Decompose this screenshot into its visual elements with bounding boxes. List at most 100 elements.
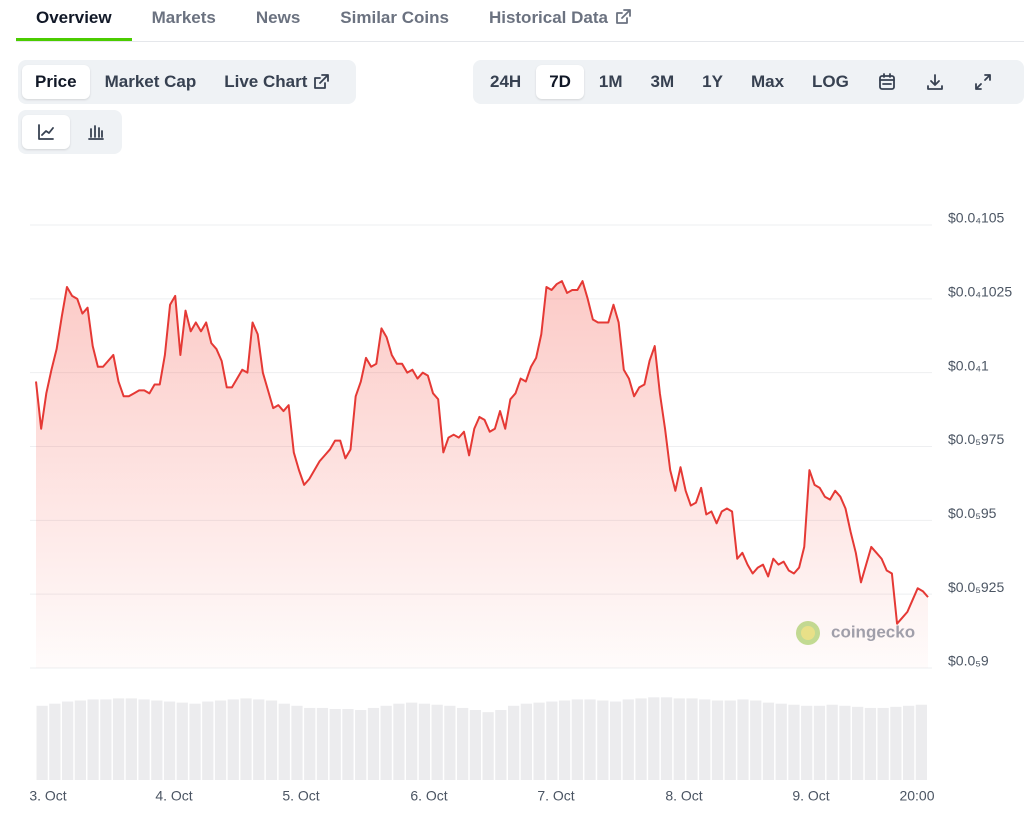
volume-bar bbox=[214, 700, 227, 780]
external-icon bbox=[616, 9, 631, 24]
volume-bar bbox=[877, 707, 889, 780]
volume-bar bbox=[915, 704, 927, 780]
volume-bar bbox=[380, 705, 392, 780]
y-tick-label: $0.0₅95 bbox=[948, 505, 997, 521]
range-button[interactable]: 24H bbox=[490, 72, 522, 91]
chart-tab[interactable]: Live Chart bbox=[211, 65, 343, 99]
volume-bar bbox=[699, 699, 711, 780]
volume-bar bbox=[890, 706, 902, 780]
volume-bar bbox=[724, 700, 736, 780]
volume-bar bbox=[533, 702, 545, 780]
x-tick-label: 4. Oct bbox=[155, 788, 192, 804]
calendar-button[interactable] bbox=[864, 65, 910, 99]
expand-button[interactable] bbox=[960, 65, 1006, 99]
volume-bar bbox=[558, 700, 571, 780]
volume-bar bbox=[839, 705, 851, 780]
volume-bar bbox=[342, 708, 354, 780]
volume-bar bbox=[660, 697, 673, 780]
volume-bar bbox=[673, 698, 685, 780]
download-icon bbox=[926, 74, 943, 90]
chart-style-group bbox=[18, 110, 122, 154]
volume-bar bbox=[74, 700, 86, 780]
range-button[interactable]: 1Y bbox=[702, 72, 723, 91]
volume-bar bbox=[227, 699, 239, 780]
volume-bar bbox=[546, 701, 558, 780]
volume-bar bbox=[316, 707, 329, 780]
volume-bar bbox=[393, 703, 405, 780]
y-tick-label: $0.0₄105 bbox=[948, 210, 1005, 226]
volume-bar bbox=[61, 701, 74, 780]
volume-bar bbox=[597, 700, 609, 780]
candle-style-button[interactable] bbox=[72, 115, 120, 149]
volume-bar bbox=[622, 699, 634, 780]
chart-tab[interactable]: Price bbox=[22, 65, 90, 99]
volume-bar bbox=[711, 700, 724, 780]
y-tick-label: $0.0₅925 bbox=[948, 579, 1004, 595]
volume-bar bbox=[406, 702, 418, 780]
volume-bar bbox=[138, 699, 150, 780]
volume-bar bbox=[253, 699, 265, 780]
chart-tab[interactable]: Market Cap bbox=[104, 72, 197, 91]
range-button[interactable]: 3M bbox=[650, 72, 675, 91]
tab[interactable]: News bbox=[255, 8, 301, 27]
x-tick-label: 5. Oct bbox=[282, 788, 319, 804]
volume-bar bbox=[686, 698, 698, 780]
volume-bar bbox=[418, 703, 431, 780]
range-button[interactable]: 1M bbox=[598, 72, 623, 91]
calendar-icon bbox=[878, 73, 895, 90]
volume-bar bbox=[444, 705, 456, 780]
tab[interactable]: Markets bbox=[151, 8, 216, 27]
x-tick-label: 3. Oct bbox=[29, 788, 66, 804]
logo bbox=[796, 621, 820, 645]
volume-bar bbox=[367, 707, 380, 780]
volume-bar bbox=[864, 707, 877, 780]
volume-bar bbox=[801, 705, 813, 780]
range-button[interactable]: LOG bbox=[812, 72, 849, 91]
volume-bar bbox=[49, 703, 61, 780]
volume-bar bbox=[635, 698, 647, 780]
range-button[interactable]: Max bbox=[750, 72, 785, 91]
volume-bar bbox=[571, 699, 583, 780]
line-icon bbox=[38, 124, 54, 140]
volume bbox=[36, 697, 927, 780]
volume-bar bbox=[737, 699, 749, 780]
volume-bar bbox=[240, 698, 252, 780]
volume-bar bbox=[520, 703, 532, 780]
volume-bar bbox=[584, 699, 596, 780]
download-button[interactable] bbox=[912, 65, 958, 99]
volume-bar bbox=[788, 704, 800, 780]
volume-bar bbox=[125, 698, 137, 780]
grid bbox=[30, 224, 932, 669]
price-area bbox=[36, 281, 928, 668]
y-tick-label: $0.0₄1025 bbox=[948, 284, 1012, 300]
x-tick-label: 9. Oct bbox=[792, 788, 829, 804]
volume-bar bbox=[813, 705, 826, 780]
volume-bar bbox=[903, 705, 915, 780]
volume-bar bbox=[469, 710, 481, 780]
volume-bar bbox=[176, 702, 188, 780]
y-tick-label: $0.0₅975 bbox=[948, 431, 1004, 447]
volume-bar bbox=[826, 704, 838, 780]
tab-bar: Overview Markets News Similar Coins Hist… bbox=[16, 0, 1024, 42]
range-button[interactable]: 7D bbox=[536, 65, 584, 99]
tab[interactable]: Similar Coins bbox=[340, 8, 449, 27]
x-tick-label: 20:00 bbox=[899, 788, 934, 804]
volume-bar bbox=[36, 705, 48, 780]
y-tick-label: $0.0₅9 bbox=[948, 653, 989, 669]
price-line bbox=[35, 280, 929, 625]
tab[interactable]: Overview bbox=[16, 0, 132, 41]
tab-label: Historical Data bbox=[488, 8, 608, 27]
volume-bar bbox=[202, 701, 214, 780]
volume-bar bbox=[189, 703, 201, 780]
x-tick-label: 7. Oct bbox=[537, 788, 574, 804]
volume-bar bbox=[852, 706, 864, 780]
volume-bar bbox=[355, 710, 367, 780]
volume-bar bbox=[278, 703, 290, 780]
volume-bar bbox=[495, 710, 507, 780]
chart-tab-group: Price Market Cap Live Chart bbox=[18, 60, 356, 104]
line-style-button[interactable] bbox=[22, 115, 70, 149]
volume-bar bbox=[775, 703, 787, 780]
tab[interactable]: Historical Data bbox=[469, 0, 652, 40]
